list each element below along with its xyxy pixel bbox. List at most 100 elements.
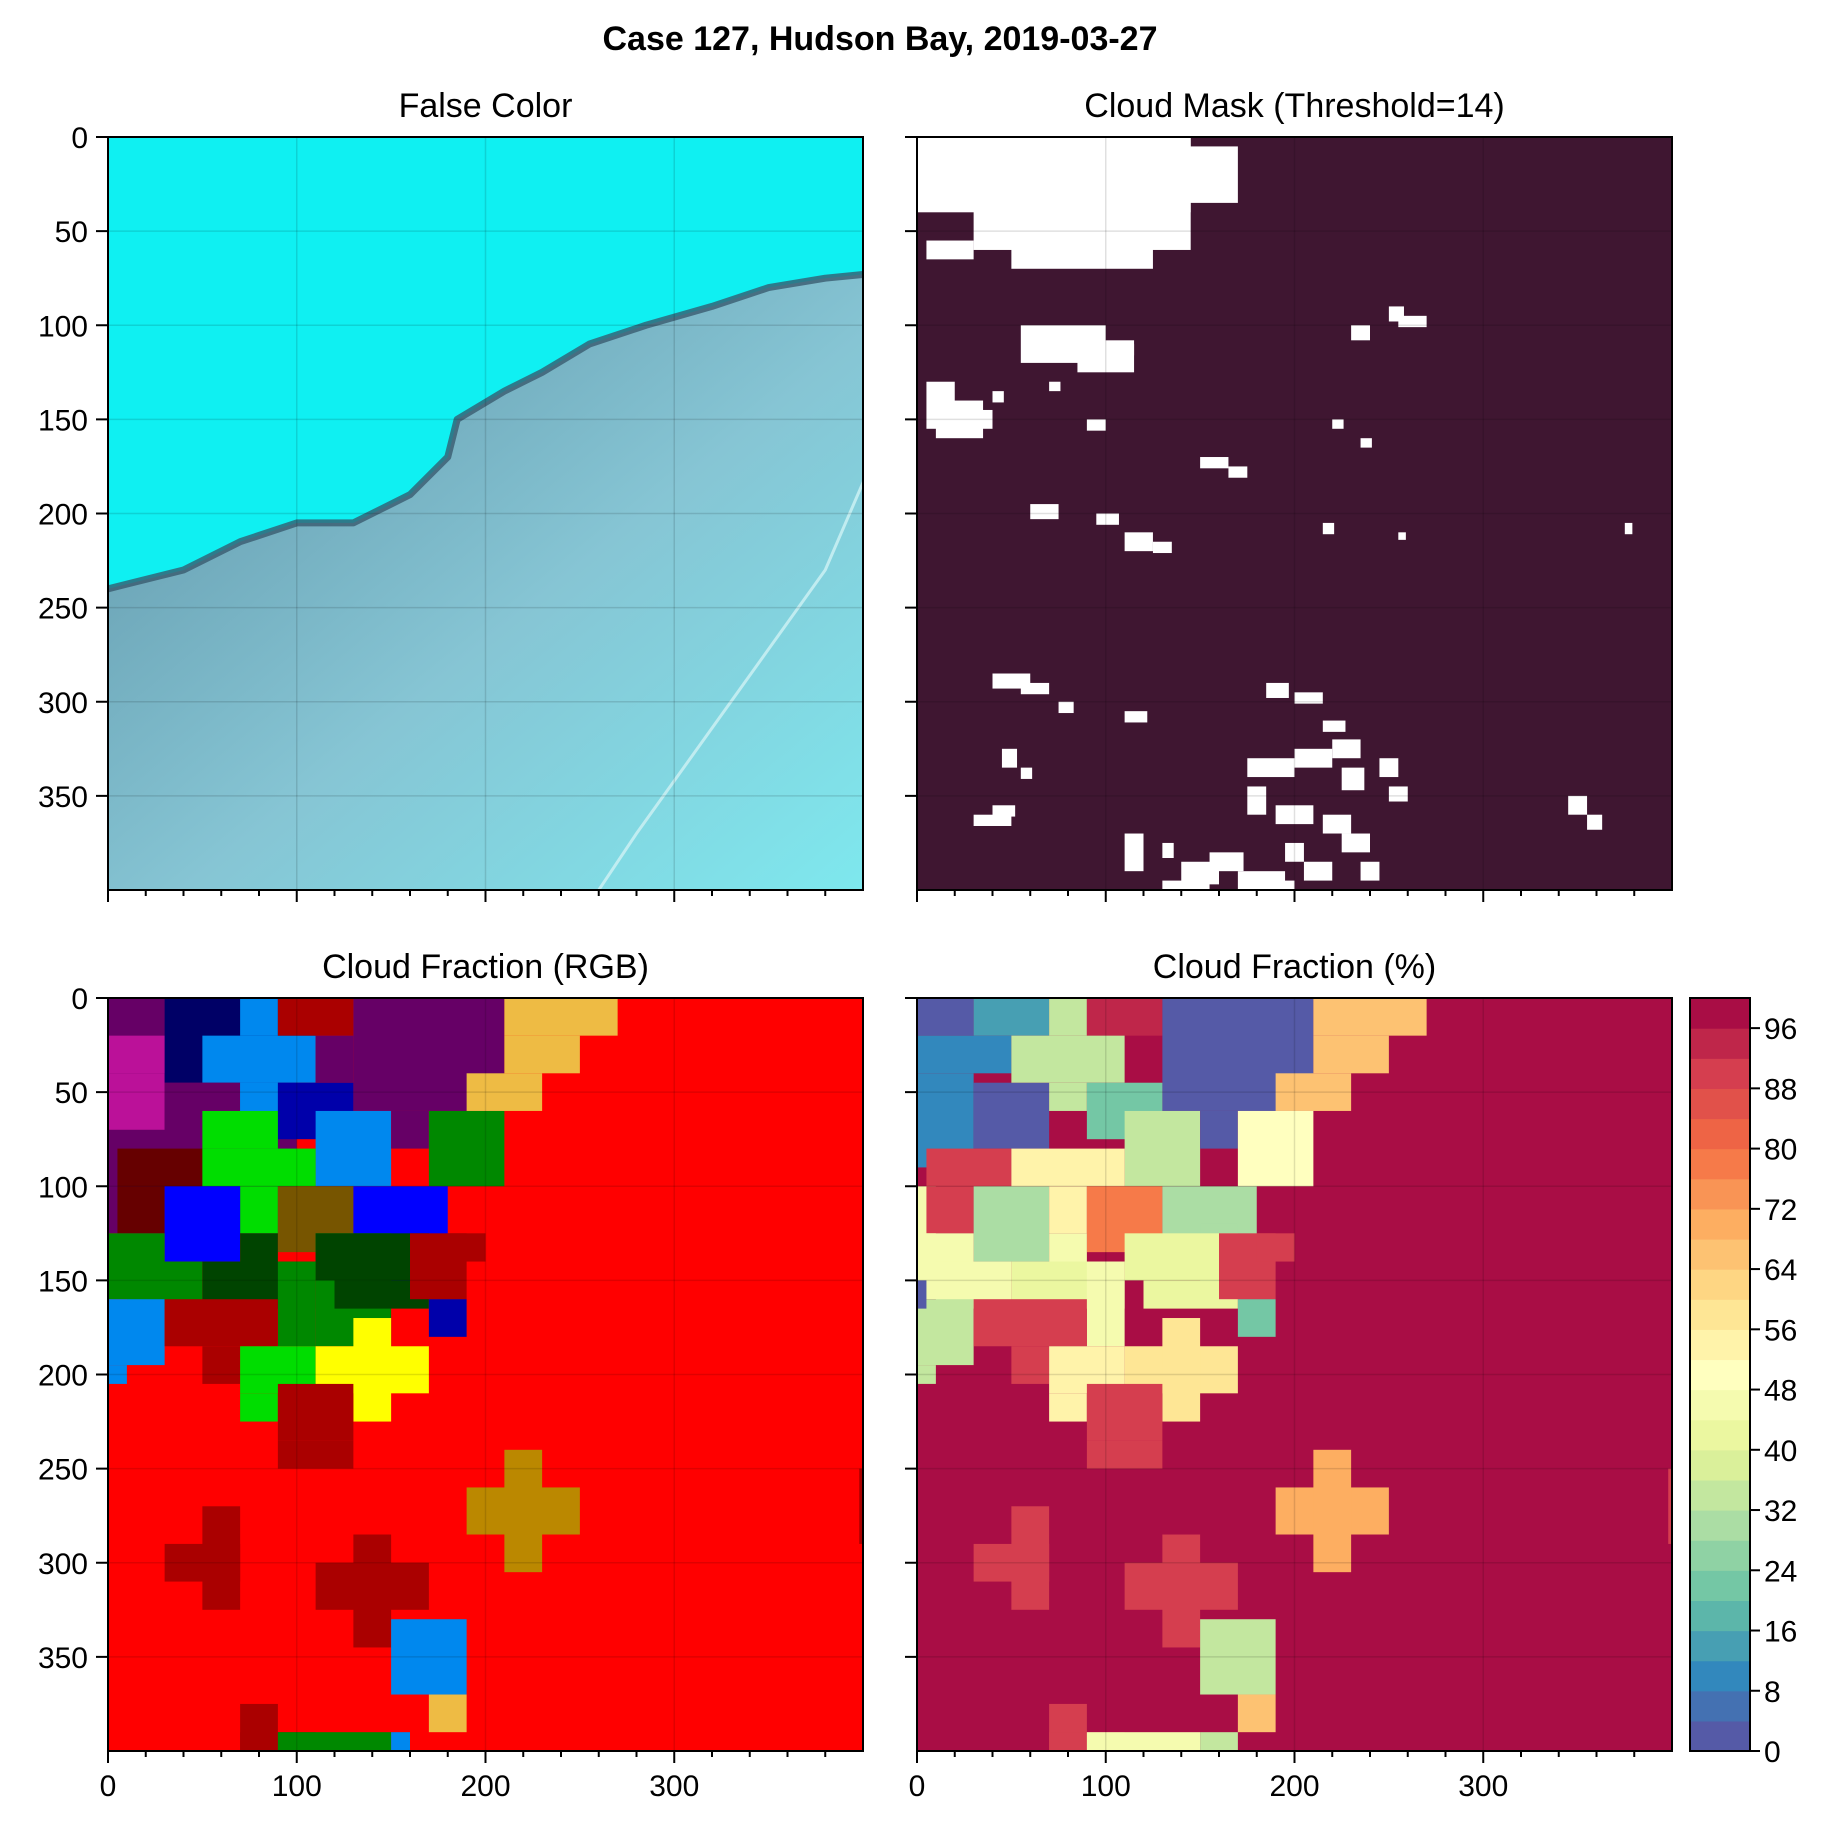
colorbar-tick-label: 16 <box>1764 1616 1797 1649</box>
colorbar-segment <box>1690 1449 1750 1481</box>
heatmap-cell <box>202 1110 278 1149</box>
cloud-blob <box>1322 522 1335 535</box>
colorbar-segment <box>1690 1329 1750 1361</box>
cloud-blob <box>1568 795 1588 815</box>
x-tick-label: 0 <box>100 1770 117 1803</box>
colorbar-segment <box>1690 1058 1750 1089</box>
heatmap-cell <box>1200 1732 1238 1751</box>
heatmap-cell <box>277 1732 392 1751</box>
colorbar-segment <box>1690 1389 1750 1421</box>
cloud-blob <box>1360 438 1372 448</box>
colorbar-segment <box>1690 1419 1750 1451</box>
colorbar-segment <box>1690 1690 1750 1722</box>
cloud-blob <box>1332 739 1361 759</box>
cloud-blob <box>1247 786 1267 815</box>
cloud-blob <box>1266 880 1295 890</box>
heatmap-cell <box>917 1280 927 1309</box>
heatmap-cell <box>973 1186 1050 1262</box>
cloud-blob <box>1303 861 1333 881</box>
heatmap-cell <box>1049 1186 1087 1234</box>
cloud-blob <box>1030 504 1059 520</box>
heatmap-cell <box>504 1449 543 1573</box>
heatmap-cell <box>1086 1261 1125 1347</box>
cloud-blob <box>1049 381 1061 392</box>
heatmap-cell <box>1049 1393 1087 1422</box>
heatmap-cell <box>1237 1110 1314 1187</box>
panel-cloud-mask: Cloud Mask (Threshold=14) <box>905 87 1673 902</box>
y-tick-label: 300 <box>38 1548 88 1581</box>
colorbar: 0 8 16 24 32 40 48 56 64 72 80 88 96 <box>1689 997 1797 1769</box>
cloud-blob <box>1162 842 1174 858</box>
heatmap-cell <box>926 1186 974 1234</box>
y-tick-label: 0 <box>71 983 88 1016</box>
cloud-blob <box>1247 758 1295 778</box>
colorbar-segment <box>1690 998 1750 1029</box>
heatmap-cell <box>1011 1035 1125 1083</box>
heatmap-cell <box>973 998 1050 1036</box>
y-tick-label: 100 <box>38 1171 88 1204</box>
heatmap-cell <box>164 1186 241 1262</box>
heatmap-cell <box>859 1468 863 1544</box>
cloud-blob <box>964 409 993 429</box>
panels: False Color 0 50 100 150 200 250 300 350 Cloud Ma… <box>38 87 1797 1803</box>
heatmap-cell <box>192 998 231 1036</box>
colorbar-tick-label: 0 <box>1764 1736 1781 1769</box>
heatmap-cell <box>1275 1073 1352 1111</box>
colorbar-segment <box>1690 1600 1750 1632</box>
heatmap-cell <box>391 1732 410 1751</box>
heatmap-cell <box>391 1619 467 1695</box>
heatmap-cell <box>917 998 974 1036</box>
cloud-blob <box>1030 240 1059 260</box>
fracture-line <box>597 478 863 890</box>
heatmap-cell <box>117 1148 203 1187</box>
cloud-blob <box>1096 340 1135 356</box>
figure-title: Case 127, Hudson Bay, 2019-03-27 <box>603 20 1158 58</box>
colorbar-segment <box>1690 1510 1750 1541</box>
y-tick-label: 350 <box>38 1642 88 1675</box>
cloud-blob <box>1285 842 1304 862</box>
cloud-blob <box>1294 748 1333 768</box>
heatmap-cell <box>1049 998 1087 1036</box>
heatmap-cell <box>315 1035 354 1083</box>
heatmap-cell <box>1162 1534 1201 1648</box>
cloud-blob <box>1275 805 1314 825</box>
cloud-blob <box>1294 692 1323 704</box>
colorbar-segment <box>1690 1570 1750 1601</box>
cloud-blob <box>992 391 1004 403</box>
colorbar-tick-label: 48 <box>1764 1375 1797 1408</box>
y-tick-label: 150 <box>38 404 88 437</box>
water-region <box>108 274 863 890</box>
colorbar-segment <box>1690 1299 1750 1330</box>
heatmap-cell <box>391 1110 429 1149</box>
cloud-blob <box>973 814 1012 826</box>
heatmap-cell <box>1011 1506 1050 1610</box>
heatmap-cell <box>315 1110 392 1187</box>
cloud-blob <box>1360 861 1380 881</box>
heatmap-cell <box>277 1440 354 1469</box>
cloud-blob <box>1124 833 1144 872</box>
heatmap-cell <box>466 1073 543 1111</box>
heatmap-cell <box>240 1082 278 1111</box>
x-tick-label: 100 <box>1081 1770 1131 1803</box>
cloud-blob <box>1624 522 1633 535</box>
cloud-blob <box>1200 457 1229 469</box>
cloud-blob <box>1398 315 1427 328</box>
cloud-blob <box>1322 814 1352 834</box>
heatmap-cell <box>504 998 618 1036</box>
panel-title: Cloud Fraction (%) <box>1153 948 1436 986</box>
heatmap-cell <box>1200 1619 1276 1695</box>
y-tick-label: 200 <box>38 1360 88 1393</box>
colorbar-segment <box>1690 1660 1750 1692</box>
colorbar-tick-label: 8 <box>1764 1676 1781 1709</box>
y-tick-label: 250 <box>38 593 88 626</box>
heatmap-cell <box>428 1299 467 1337</box>
cloud-blob <box>1228 466 1248 478</box>
heatmap-cell <box>973 1299 1087 1347</box>
heatmap-cell <box>917 1365 936 1384</box>
cloud-blob <box>1058 701 1074 714</box>
heatmap-cell <box>164 1299 278 1347</box>
colorbar-tick-label: 40 <box>1764 1435 1797 1468</box>
colorbar-tick-label: 96 <box>1764 1013 1797 1046</box>
heatmap-cell <box>428 1694 467 1733</box>
